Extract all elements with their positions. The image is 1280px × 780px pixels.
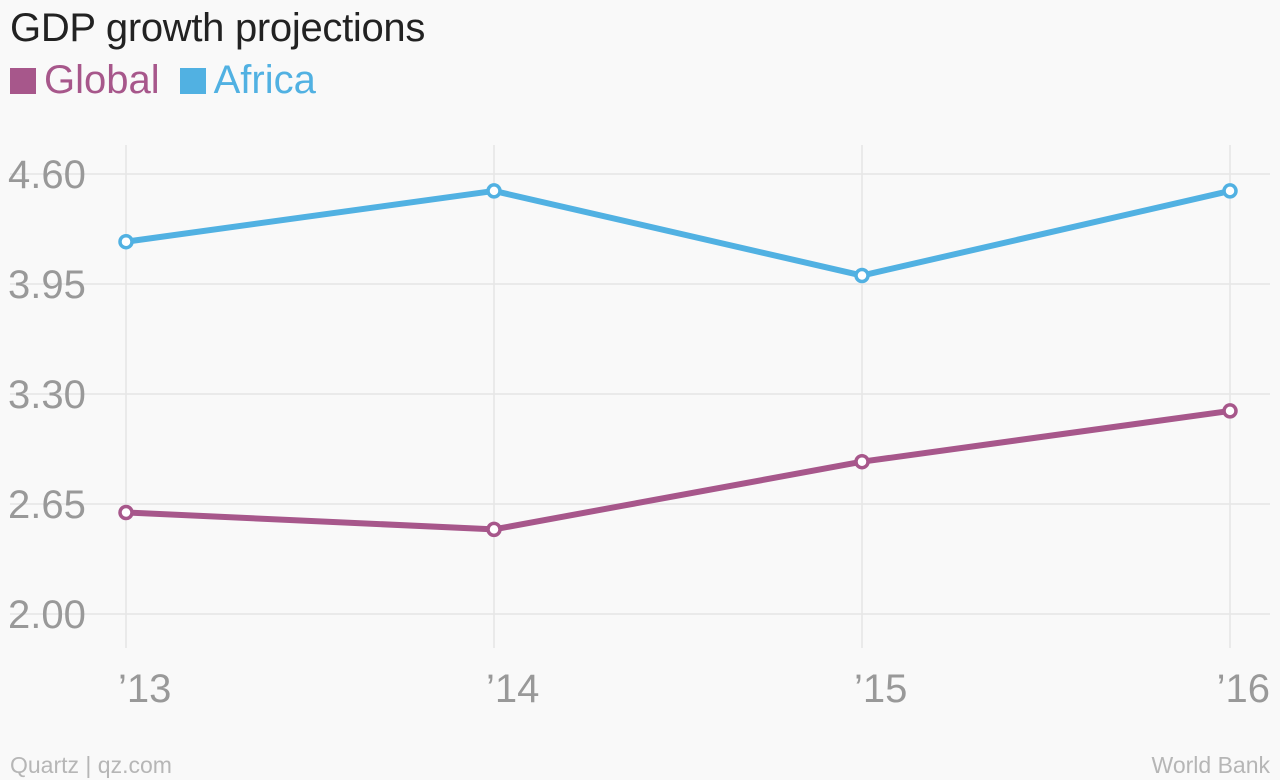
y-tick-label-3: 2.65 [8, 483, 86, 527]
footer-source: World Bank [1151, 752, 1270, 778]
y-tick-label-0: 4.60 [8, 153, 86, 197]
series-line-africa [123, 187, 1233, 279]
point-africa-2 [854, 267, 870, 284]
legend-label-africa: Africa [213, 58, 316, 102]
point-africa-1 [486, 183, 502, 199]
legend-label-global: Global [44, 58, 160, 102]
chart-title: GDP growth projections [10, 6, 426, 50]
x-tick-label-3: ’16 [1217, 667, 1270, 711]
legend-swatch-africa [179, 67, 206, 94]
y-tick-label-1: 3.95 [8, 263, 86, 307]
y-tick-label-2: 3.30 [8, 373, 86, 417]
x-tick-label-2: ’15 [854, 667, 907, 711]
legend: Global Africa [10, 58, 336, 103]
point-africa-3 [1222, 183, 1238, 199]
legend-item-global: Global [10, 58, 160, 103]
point-africa-0 [118, 233, 134, 250]
legend-item-africa: Africa [179, 58, 316, 103]
legend-swatch-global [10, 67, 36, 94]
point-global-3 [1222, 403, 1238, 419]
x-tick-label-0: ’13 [118, 667, 171, 711]
footer-credit: Quartz | qz.com [10, 752, 172, 778]
x-tick-label-1: ’14 [486, 667, 539, 711]
point-global-1 [486, 521, 502, 538]
point-global-2 [854, 453, 870, 470]
y-tick-label-4: 2.00 [8, 593, 86, 637]
point-global-0 [118, 504, 134, 521]
series-line-global [123, 407, 1233, 533]
